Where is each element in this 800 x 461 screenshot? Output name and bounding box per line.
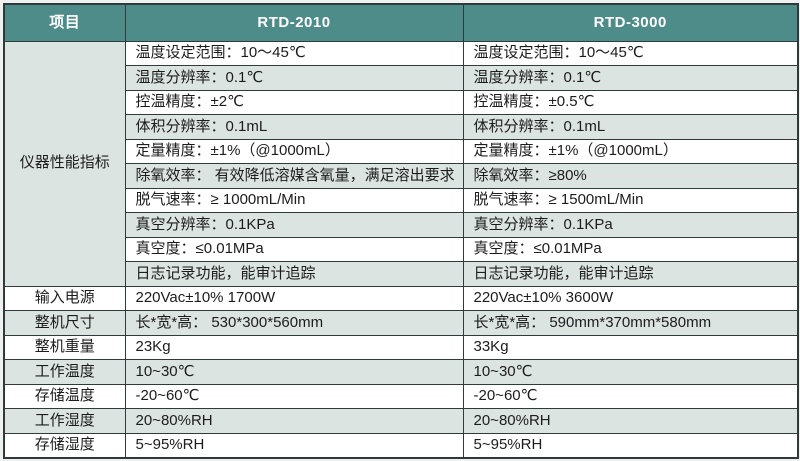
spec-cell-rtd2010: 20~80%RH <box>124 408 464 434</box>
spec-cell-rtd3000: 10~30℃ <box>462 359 799 385</box>
spec-cell-rtd2010: 日志记录功能，能审计追踪 <box>124 261 464 287</box>
table-header-row: 项目 RTD-2010 RTD-3000 <box>3 3 799 42</box>
spec-cell-rtd2010: 10~30℃ <box>124 359 464 385</box>
spec-cell-rtd3000: 220Vac±10% 3600W <box>462 285 799 311</box>
spec-cell-rtd3000: 体积分辨率：0.1mL <box>462 114 799 140</box>
row-group-label-performance: 仪器性能指标 <box>3 40 126 287</box>
table-row: 输入电源 220Vac±10% 1700W 220Vac±10% 3600W <box>3 285 799 311</box>
row-label-working-humidity: 工作湿度 <box>3 408 126 434</box>
spec-cell-rtd2010: 定量精度：±1%（@1000mL） <box>124 138 464 164</box>
spec-cell-rtd2010: 220Vac±10% 1700W <box>124 285 464 311</box>
table-row: 整机重量 23Kg 33Kg <box>3 334 799 360</box>
spec-cell-rtd3000: 定量精度：±1%（@1000mL） <box>462 138 799 164</box>
spec-cell-rtd2010: 长*宽*高： 530*300*560mm <box>124 310 464 336</box>
table-row: 仪器性能指标 温度设定范围：10～45℃ 温度设定范围：10～45℃ <box>3 40 799 287</box>
table-row: 存储温度 -20~60℃ -20~60℃ <box>3 383 799 409</box>
row-label-dimensions: 整机尺寸 <box>3 310 126 336</box>
spec-cell-rtd3000: -20~60℃ <box>462 383 799 409</box>
row-label-input-power: 输入电源 <box>3 285 126 311</box>
spec-cell-rtd3000: 日志记录功能，能审计追踪 <box>462 261 799 287</box>
spec-cell-rtd3000: 除氧效率：≥80% <box>462 163 799 189</box>
spec-cell-rtd2010: 体积分辨率：0.1mL <box>124 114 464 140</box>
spec-cell-rtd2010: -20~60℃ <box>124 383 464 409</box>
spec-cell-rtd2010: 23Kg <box>124 334 464 360</box>
spec-cell-rtd3000: 脱气速率：≥ 1500mL/Min <box>462 187 799 213</box>
table-row: 存储湿度 5~95%RH 5~95%RH <box>3 432 799 458</box>
spec-cell-rtd3000: 20~80%RH <box>462 408 799 434</box>
table-row: 温度分辨率：0.1℃ 温度分辨率：0.1℃ <box>4 65 799 91</box>
row-label-weight: 整机重量 <box>3 334 126 360</box>
spec-cell-rtd2010: 除氧效率： 有效降低溶媒含氧量，满足溶出要求 <box>124 163 464 189</box>
spec-cell-rtd3000: 真空度：≤0.01MPa <box>462 236 799 262</box>
spec-cell-rtd2010: 5~95%RH <box>124 432 464 458</box>
spec-comparison-table: 项目 RTD-2010 RTD-3000 仪器性能指标 温度设定范围：10～45… <box>3 3 799 459</box>
table-row: 脱气速率：≥ 1000mL/Min 脱气速率：≥ 1500mL/Min <box>4 187 799 213</box>
spec-cell-rtd2010: 真空度：≤0.01MPa <box>124 236 464 262</box>
column-header-item: 项目 <box>3 3 126 42</box>
spec-cell-rtd2010: 温度分辨率：0.1℃ <box>124 65 464 91</box>
spec-cell-rtd3000: 真空分辨率：0.1KPa <box>462 212 799 238</box>
row-label-storage-humidity: 存储湿度 <box>3 432 126 458</box>
spec-cell-rtd3000: 温度设定范围：10～45℃ <box>462 40 799 66</box>
row-label-storage-temperature: 存储温度 <box>3 383 126 409</box>
table-row: 整机尺寸 长*宽*高： 530*300*560mm 长*宽*高： 590mm*3… <box>3 310 799 336</box>
table-row: 真空分辨率：0.1KPa 真空分辨率：0.1KPa <box>4 212 799 238</box>
spec-cell-rtd2010: 真空分辨率：0.1KPa <box>124 212 464 238</box>
spec-cell-rtd3000: 5~95%RH <box>462 432 799 458</box>
table-row: 定量精度：±1%（@1000mL） 定量精度：±1%（@1000mL） <box>4 138 799 164</box>
spec-cell-rtd2010: 温度设定范围：10～45℃ <box>124 40 464 66</box>
spec-cell-rtd2010: 脱气速率：≥ 1000mL/Min <box>124 187 464 213</box>
spec-cell-rtd3000: 控温精度：±0.5℃ <box>462 89 799 115</box>
table-row: 工作温度 10~30℃ 10~30℃ <box>3 359 799 385</box>
table-row: 体积分辨率：0.1mL 体积分辨率：0.1mL <box>4 114 799 140</box>
table-row: 控温精度：±2℃ 控温精度：±0.5℃ <box>4 89 799 115</box>
table-row: 真空度：≤0.01MPa 真空度：≤0.01MPa <box>4 236 799 262</box>
spec-cell-rtd3000: 温度分辨率：0.1℃ <box>462 65 799 91</box>
spec-comparison-table-container: 项目 RTD-2010 RTD-3000 仪器性能指标 温度设定范围：10～45… <box>3 3 799 459</box>
row-label-working-temperature: 工作温度 <box>3 359 126 385</box>
column-header-rtd2010: RTD-2010 <box>124 3 464 42</box>
column-header-rtd3000: RTD-3000 <box>462 3 799 42</box>
spec-cell-rtd3000: 33Kg <box>462 334 799 360</box>
table-row: 除氧效率： 有效降低溶媒含氧量，满足溶出要求 除氧效率：≥80% <box>4 163 799 189</box>
spec-cell-rtd3000: 长*宽*高： 590mm*370mm*580mm <box>462 310 799 336</box>
table-row: 工作湿度 20~80%RH 20~80%RH <box>3 408 799 434</box>
spec-cell-rtd2010: 控温精度：±2℃ <box>124 89 464 115</box>
